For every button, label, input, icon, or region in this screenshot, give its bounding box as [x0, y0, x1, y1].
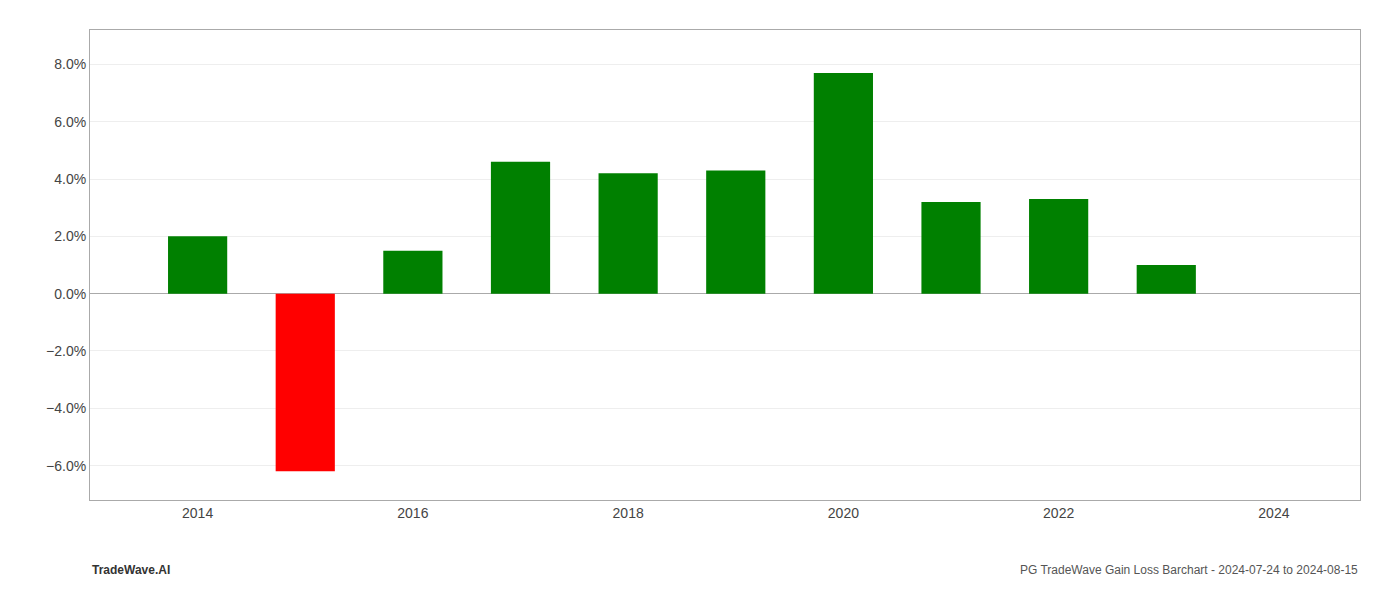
svg-text:2016: 2016 [397, 505, 428, 521]
svg-text:0.0%: 0.0% [54, 286, 86, 302]
svg-text:PG TradeWave Gain Loss Barchar: PG TradeWave Gain Loss Barchart - 2024-0… [1020, 563, 1358, 577]
svg-text:TradeWave.AI: TradeWave.AI [92, 563, 170, 577]
svg-text:−2.0%: −2.0% [46, 343, 86, 359]
svg-text:6.0%: 6.0% [54, 114, 86, 130]
svg-text:2024: 2024 [1258, 505, 1289, 521]
svg-text:2014: 2014 [182, 505, 213, 521]
svg-text:−6.0%: −6.0% [46, 458, 86, 474]
svg-text:2020: 2020 [828, 505, 859, 521]
svg-text:−4.0%: −4.0% [46, 400, 86, 416]
svg-text:8.0%: 8.0% [54, 56, 86, 72]
svg-text:4.0%: 4.0% [54, 171, 86, 187]
svg-text:2018: 2018 [613, 505, 644, 521]
svg-text:2.0%: 2.0% [54, 228, 86, 244]
svg-text:2022: 2022 [1043, 505, 1074, 521]
